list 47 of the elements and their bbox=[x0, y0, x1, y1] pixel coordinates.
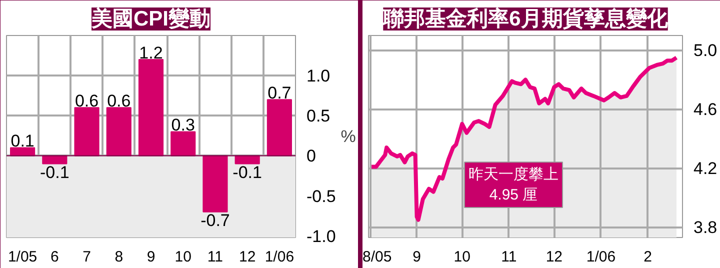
bar bbox=[266, 99, 292, 156]
x-tick-label: 11 bbox=[207, 248, 224, 266]
bar bbox=[138, 59, 164, 156]
data-label: 1.2 bbox=[139, 44, 163, 63]
chart-title: 美國CPI變動 bbox=[90, 6, 211, 30]
data-label: 0.7 bbox=[268, 84, 292, 103]
chart-title: 聯邦基金利率6月期貨孳息變化 bbox=[382, 6, 669, 30]
data-label: 0.6 bbox=[74, 92, 99, 111]
bar bbox=[10, 147, 36, 156]
x-tick-label: 1/05 bbox=[8, 248, 38, 266]
data-label: 0.3 bbox=[171, 116, 195, 135]
y-tick-label: 5.0 bbox=[694, 41, 718, 60]
x-tick-label: 1/06 bbox=[586, 248, 616, 266]
bar bbox=[42, 155, 68, 164]
data-label: -0.7 bbox=[200, 210, 230, 230]
x-tick-label: 8/05 bbox=[362, 248, 392, 266]
x-tick-label: 8 bbox=[114, 248, 124, 266]
bar bbox=[106, 107, 132, 156]
y-tick-label: 0 bbox=[306, 146, 316, 166]
x-tick-label: 6 bbox=[50, 248, 59, 266]
data-label: -0.1 bbox=[232, 162, 262, 182]
y-tick-label: -0.5 bbox=[306, 186, 336, 206]
y-tick-label: 1.0 bbox=[306, 66, 330, 86]
y-tick-label: -1.0 bbox=[306, 226, 336, 246]
y-tick-label: 4.2 bbox=[694, 159, 718, 178]
x-tick-label: 9 bbox=[412, 248, 421, 266]
x-tick-label: 12 bbox=[546, 248, 563, 266]
x-tick-label: 12 bbox=[238, 248, 256, 266]
x-tick-label: 10 bbox=[174, 248, 192, 266]
bar bbox=[234, 155, 260, 164]
bar bbox=[170, 131, 196, 156]
bar bbox=[202, 155, 228, 212]
data-label: -0.1 bbox=[40, 162, 70, 182]
data-label: 0.6 bbox=[107, 92, 131, 111]
y-tick-label: 4.6 bbox=[694, 100, 718, 120]
x-tick-label: 9 bbox=[146, 248, 156, 266]
y-tick-label: 3.8 bbox=[694, 218, 718, 238]
x-tick-label: 1/06 bbox=[264, 248, 294, 266]
x-tick-label: 7 bbox=[82, 248, 91, 266]
y-tick-label: 0.5 bbox=[306, 106, 330, 126]
x-tick-label: 11 bbox=[501, 248, 517, 266]
y-axis-title: % bbox=[340, 127, 356, 146]
data-label: 0.1 bbox=[10, 132, 34, 151]
x-tick-label: 10 bbox=[454, 248, 470, 266]
annotation: 昨天一度攀上 4.95 厘 bbox=[468, 166, 558, 204]
x-tick-label: 2 bbox=[644, 248, 652, 266]
bar bbox=[74, 107, 100, 156]
